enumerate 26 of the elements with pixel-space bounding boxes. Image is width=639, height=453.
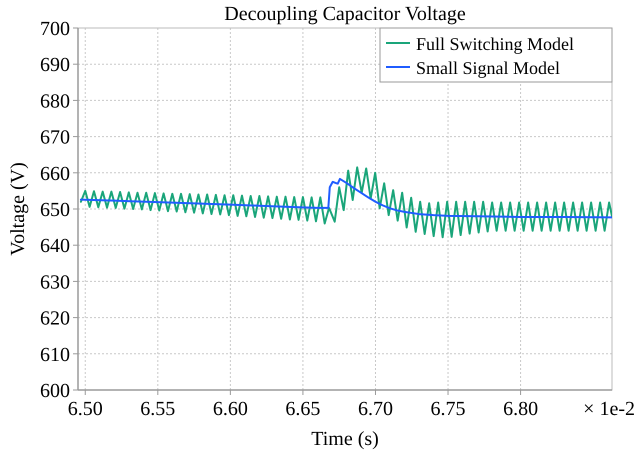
x-tick-label: 6.60 [212,398,248,420]
y-tick-label: 640 [40,235,70,258]
x-tick-label: 6.55 [140,398,176,420]
line-series [80,166,612,238]
y-tick-label: 680 [40,90,70,112]
x-tick-label: 6.80 [503,398,538,420]
chart-title: Decoupling Capacitor Voltage [224,3,466,25]
text: × 1e-2 [583,398,635,420]
y-axis-title: Voltage (V) [7,162,29,256]
x-tick-label: 6.50 [68,398,103,420]
y-tick-label: 700 [40,18,70,40]
y-tick-label: 600 [40,380,70,402]
x-tick-label: 6.65 [285,398,320,420]
y-tick-label: 620 [40,308,70,330]
y-tick-label: 610 [40,344,70,366]
y-tick-label: 660 [40,162,70,185]
y-tick-label: 690 [40,54,70,76]
line-series [80,178,612,218]
legend-label: Full Switching Model [416,34,574,54]
y-tick-label: 670 [40,126,70,149]
legend-label: Small Signal Model [416,58,560,78]
y-tick-label: 650 [40,199,70,221]
x-tick-label: 6.70 [358,398,393,420]
x-tick-label: 6.75 [430,398,466,420]
x-axis-title: Time (s) [311,428,379,450]
y-tick-label: 630 [40,271,70,294]
